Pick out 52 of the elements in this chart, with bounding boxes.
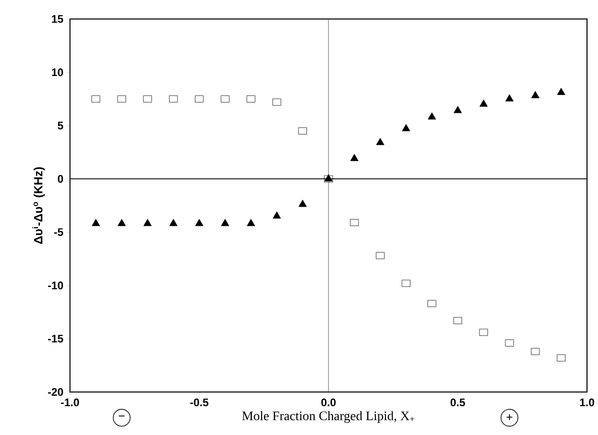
y-tick-label: 15 [52,15,64,23]
point [479,328,488,336]
x-tick-label: 0.0 [321,398,336,406]
point [350,154,358,162]
point [402,280,410,287]
point [118,218,126,226]
y-tick-label: 0 [58,174,64,183]
x-tick-label: 0.5 [450,398,466,406]
point [169,95,178,102]
y-tick-label: 5 [58,122,64,130]
x-tick-label: -0.5 [190,398,208,406]
point [194,95,204,102]
point [221,218,230,226]
point [92,218,100,226]
point [556,354,566,362]
point [298,200,307,207]
point [402,124,410,132]
point [480,100,488,107]
point [117,95,126,102]
point [428,112,436,120]
text: + [506,414,512,420]
point [272,211,281,219]
point [557,88,566,95]
point [246,218,256,226]
point [92,95,100,102]
point [376,138,384,146]
y-axis-title: Δυ$^{i}$-Δυ$^{o}$ (KHz) [32,167,45,244]
y-tick-label: -10 [48,282,64,290]
y-tick-label: -20 [48,388,64,396]
x-tick-label: 1.0 [580,398,594,406]
y-tick-label: 10 [52,68,64,76]
point [272,98,282,106]
point [246,95,256,102]
point [505,339,514,346]
point [143,95,152,102]
point [195,218,204,226]
x-axis-title: Mole Fraction Charged Lipid, X$_{+}$ [242,411,414,423]
point [428,300,436,308]
y-tick-label: -15 [48,334,64,343]
point [453,317,462,324]
point [350,219,359,226]
point [376,252,385,260]
x-tick-label: -1.0 [60,398,79,406]
point [505,94,514,102]
point [531,91,540,98]
point [298,127,307,134]
point [143,218,152,226]
point [220,95,230,102]
point [454,106,462,114]
point [169,218,178,226]
point [530,348,540,355]
y-tick-label: -5 [54,228,64,236]
